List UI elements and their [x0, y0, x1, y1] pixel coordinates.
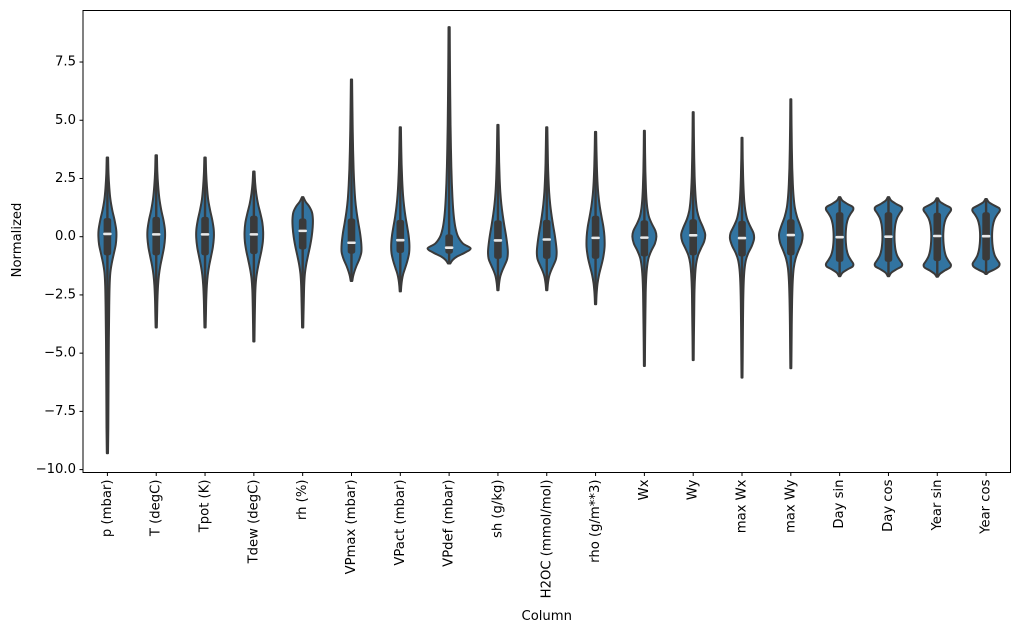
- y-tick-label: 7.5: [55, 55, 76, 70]
- x-tick-label: VPmax (mbar): [344, 480, 359, 575]
- violin-t-degc: [146, 154, 167, 329]
- x-tick-label: max Wx: [735, 479, 750, 533]
- violin-h2oc-mmol-mol: [535, 126, 558, 292]
- violin-iqr-box: [787, 219, 795, 256]
- violin-iqr-box: [689, 219, 697, 256]
- x-tick-label: Day sin: [832, 480, 847, 529]
- violin-iqr-box: [103, 218, 112, 256]
- x-axis-label: Column: [521, 609, 572, 624]
- violin-median-dash: [640, 236, 649, 239]
- violin-year-cos: [971, 197, 1001, 275]
- violin-max-wx: [728, 136, 756, 379]
- x-tick-label: Tpot (K): [198, 480, 213, 534]
- y-axis-label: Normalized: [10, 203, 25, 278]
- violin-vpmax-mbar: [340, 78, 363, 282]
- violin-median-dash: [981, 234, 991, 238]
- y-tick-label: −2.5: [44, 287, 76, 302]
- violin-median-dash: [835, 235, 844, 239]
- violin-vpdef-mbar: [426, 26, 472, 265]
- x-tick-label: p (mbar): [100, 480, 115, 538]
- y-tick-label: −7.5: [44, 404, 76, 419]
- violin-rho-g-m-3: [585, 130, 606, 306]
- violin-median-dash: [786, 233, 796, 237]
- violin-median-dash: [103, 232, 112, 236]
- violin-median-dash: [542, 238, 552, 241]
- violin-iqr-box: [152, 216, 161, 256]
- y-tick-label: −5.0: [44, 346, 76, 361]
- x-tick-label: T (degC): [149, 480, 164, 538]
- y-tick-label: 5.0: [55, 113, 76, 128]
- violin-iqr-box: [445, 234, 453, 254]
- x-tick-label: rho (g/m**3): [588, 480, 603, 563]
- x-tick-label: Year cos: [979, 479, 994, 534]
- x-tick-label: sh (g/kg): [490, 480, 505, 539]
- violin-median-dash: [298, 229, 307, 233]
- violin-median-dash: [249, 233, 259, 236]
- violin-day-cos: [873, 196, 904, 278]
- violin-wy: [680, 111, 707, 362]
- violin-median-dash: [737, 236, 747, 240]
- x-tick-label: Wx: [637, 479, 652, 500]
- violin-median-dash: [347, 241, 356, 245]
- y-tick-label: 2.5: [55, 171, 76, 186]
- violin-median-dash: [591, 236, 600, 240]
- violin-iqr-box: [396, 219, 405, 254]
- violin-rh: [291, 196, 314, 329]
- violin-tdew-degc: [243, 170, 265, 343]
- violin-median-dash: [151, 233, 161, 236]
- x-tick-label: Tdew (degC): [246, 480, 261, 565]
- violin-median-dash: [200, 233, 210, 236]
- violin-median-dash: [932, 234, 942, 238]
- x-tick-label: max Wy: [783, 479, 798, 533]
- x-tick-label: H2OC (mmol/mol): [539, 480, 554, 599]
- x-tick-label: Day cos: [881, 479, 896, 532]
- x-tick-label: Wy: [686, 479, 701, 500]
- violin-vpact-mbar: [390, 126, 411, 293]
- violin-wx: [631, 129, 658, 367]
- x-tick-label: Year sin: [930, 480, 945, 532]
- x-tick-label: VPdef (mbar): [442, 480, 457, 567]
- x-tick-label: rh (%): [295, 480, 310, 521]
- y-tick-label: 0.0: [55, 229, 76, 244]
- violin-median-dash: [884, 235, 893, 238]
- violin-iqr-box: [201, 216, 209, 256]
- violin-median-dash: [493, 239, 503, 242]
- x-tick-label: VPact (mbar): [393, 480, 408, 566]
- violin-max-wy: [777, 98, 804, 370]
- y-tick-label: −10.0: [36, 462, 76, 477]
- violin-median-dash: [444, 246, 454, 249]
- violin-year-sin: [922, 197, 953, 278]
- violin-day-sin: [824, 196, 855, 278]
- violin-median-dash: [396, 238, 405, 242]
- violin-tpot-k: [195, 156, 215, 329]
- violin-iqr-box: [347, 218, 356, 254]
- violin-iqr-box: [298, 218, 307, 250]
- violin-p-mbar: [97, 156, 118, 455]
- violin-sh-g-kg: [487, 123, 509, 292]
- violin-median-dash: [688, 234, 698, 237]
